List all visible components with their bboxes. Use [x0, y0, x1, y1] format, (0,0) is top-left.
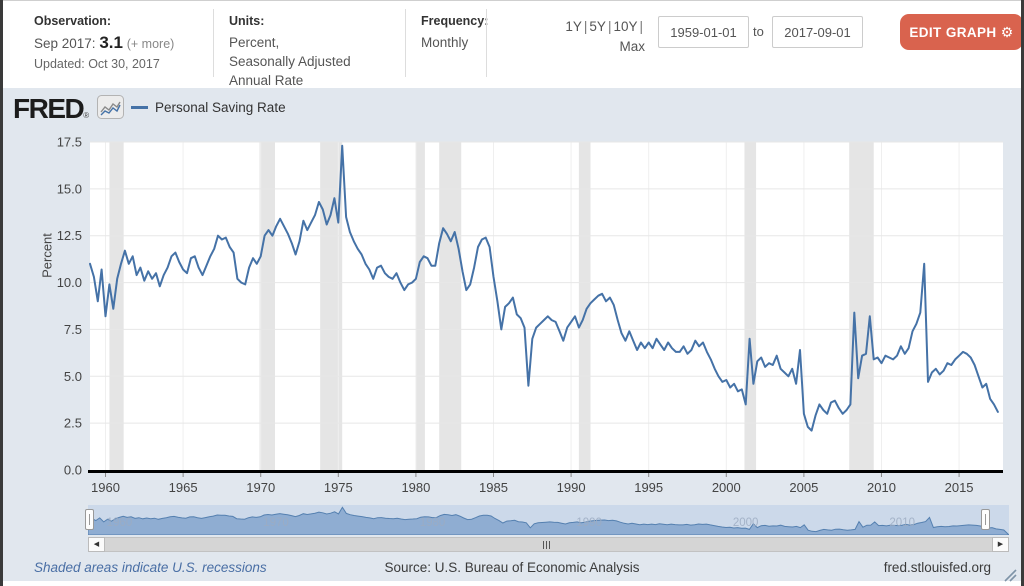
x-tick-label: 2015 — [945, 480, 974, 495]
recession-band — [259, 142, 275, 470]
right-border — [1021, 0, 1024, 586]
units-line2: Seasonally Adjusted — [229, 54, 351, 69]
edit-graph-button[interactable]: EDIT GRAPH ⚙ — [900, 14, 1023, 50]
observation-block: Observation: Sep 2017: 3.1 (+ more) Upda… — [34, 12, 174, 74]
fred-logo-chart-icon — [97, 95, 124, 119]
site-url-text: fred.stlouisfed.org — [883, 560, 991, 575]
units-line1: Percent, — [229, 35, 280, 50]
y-tick-label: 2.5 — [64, 416, 82, 431]
units-line3: Annual Rate — [229, 73, 304, 88]
minimap-decade-label: 1970 — [263, 517, 289, 529]
minimap-right-handle[interactable] — [981, 509, 990, 530]
y-tick-label: 15.0 — [57, 181, 82, 196]
recession-band — [415, 142, 425, 470]
date-range-to-label: to — [753, 24, 764, 39]
recession-band — [320, 142, 343, 470]
chart-scrollbar: ◀ ▶ — [88, 537, 1009, 552]
legend-line-swatch — [131, 105, 148, 109]
registered-mark: ® — [83, 111, 89, 120]
minimap-area-series — [88, 506, 1009, 535]
units-block: Units: Percent, Seasonally Adjusted Annu… — [229, 12, 351, 90]
footer-bar: Shaded areas indicate U.S. recessions So… — [3, 554, 1021, 581]
minimap-decade-label: 1990 — [576, 517, 602, 529]
scrollbar-grip[interactable] — [542, 541, 550, 549]
minimap-decade-label: 1960 — [107, 517, 133, 529]
x-tick-label: 1970 — [246, 480, 275, 495]
zoom-range-links: 1Y | 5Y | 10Y | Max — [521, 17, 645, 57]
chart-region: FRED® Personal Saving Rate Percent 1960 1… — [3, 88, 1021, 586]
x-tick-label: 1980 — [401, 480, 430, 495]
scrollbar-left-arrow-button[interactable]: ◀ — [88, 537, 105, 552]
y-tick-label: 5.0 — [64, 369, 82, 384]
end-date-input[interactable] — [772, 16, 863, 48]
minimap-decade-label: 2000 — [733, 517, 759, 529]
recession-band — [439, 142, 462, 470]
series-line-personal-saving-rate — [89, 144, 999, 432]
brand-row: FRED® Personal Saving Rate — [3, 88, 1021, 128]
recession-band — [849, 142, 874, 470]
header-divider — [405, 9, 406, 77]
resize-grip[interactable] — [1001, 566, 1017, 582]
bottom-strip — [3, 581, 1021, 586]
y-tick-label: 17.5 — [57, 135, 82, 150]
left-border — [0, 0, 3, 586]
x-tick-label: 1990 — [557, 480, 586, 495]
y-tick-label: 10.0 — [57, 275, 82, 290]
main-chart[interactable]: 1960 1965 1970 1975 1980 1985 1990 1995 2000 2005… — [3, 128, 1021, 505]
range-separator: | — [639, 19, 643, 34]
minimap-chart[interactable]: 1960 1970 1980 1990 2000 2010 — [88, 505, 1009, 535]
observation-label: Observation: — [34, 14, 112, 28]
y-tick-label: 7.5 — [64, 322, 82, 337]
frequency-label: Frequency: — [421, 14, 489, 28]
recession-band — [744, 142, 757, 470]
scrollbar-right-arrow-button[interactable]: ▶ — [992, 537, 1009, 552]
recession-note-link[interactable]: Shaded areas indicate U.S. recessions — [34, 560, 267, 575]
updated-date: Updated: Oct 30, 2017 — [34, 57, 160, 71]
y-tick-label: 12.5 — [57, 228, 82, 243]
legend-series-label: Personal Saving Rate — [155, 100, 286, 115]
minimap-decade-label: 1980 — [420, 517, 446, 529]
header-bar: Observation: Sep 2017: 3.1 (+ more) Upda… — [3, 1, 1023, 90]
frequency-block: Frequency: Monthly — [421, 12, 488, 52]
range-1y-link[interactable]: 1Y — [565, 19, 582, 34]
range-selector-minimap[interactable]: 1960 1970 1980 1990 2000 2010 — [85, 505, 1009, 535]
edit-graph-label: EDIT GRAPH — [909, 24, 997, 40]
x-tick-label: 1960 — [91, 480, 120, 495]
x-tick-label: 1985 — [479, 480, 508, 495]
x-tick-label: 2010 — [867, 480, 896, 495]
recession-band — [578, 142, 591, 470]
scrollbar-track[interactable] — [105, 537, 992, 552]
frequency-value: Monthly — [421, 35, 469, 50]
x-tick-label: 1965 — [169, 480, 198, 495]
fred-logo[interactable]: FRED® — [13, 93, 89, 124]
x-tick-label: 2005 — [789, 480, 818, 495]
units-label: Units: — [229, 14, 265, 28]
more-observations-link[interactable]: (+ more) — [126, 37, 175, 51]
source-text: Source: U.S. Bureau of Economic Analysis — [384, 560, 640, 575]
minimap-left-handle[interactable] — [85, 509, 94, 530]
range-max-link[interactable]: Max — [619, 39, 645, 54]
observation-date: Sep 2017: — [34, 36, 96, 51]
top-border — [0, 0, 1024, 1]
header-divider — [486, 9, 487, 77]
header-divider — [213, 9, 214, 77]
x-tick-label: 1995 — [634, 480, 663, 495]
recession-band — [109, 142, 124, 470]
x-tick-label: 2000 — [712, 480, 741, 495]
legend: Personal Saving Rate — [131, 100, 286, 115]
gear-icon: ⚙ — [1000, 23, 1014, 40]
y-tick-label: 0.0 — [64, 463, 82, 478]
start-date-input[interactable] — [658, 16, 749, 48]
range-separator: | — [583, 19, 588, 34]
range-10y-link[interactable]: 10Y — [613, 19, 638, 34]
minimap-decade-label: 2010 — [889, 517, 915, 529]
range-separator: | — [607, 19, 612, 34]
x-tick-label: 1975 — [324, 480, 353, 495]
range-5y-link[interactable]: 5Y — [589, 19, 606, 34]
observation-value: 3.1 — [99, 33, 123, 52]
